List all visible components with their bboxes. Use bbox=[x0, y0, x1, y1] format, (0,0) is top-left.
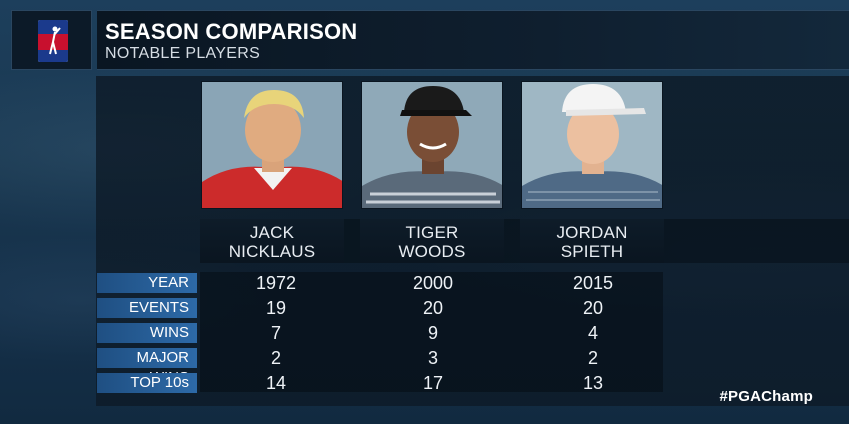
cell-top10s: 14 bbox=[265, 373, 287, 393]
player-photo-spieth bbox=[521, 81, 663, 209]
portrait-image bbox=[202, 82, 342, 208]
cell-events: 19 bbox=[265, 298, 287, 318]
header: SEASON COMPARISON NOTABLE PLAYERS bbox=[97, 10, 849, 70]
row-label-major-wins: MAJOR WINS bbox=[97, 348, 197, 386]
row-background-events bbox=[200, 296, 663, 320]
cell-major-wins: 3 bbox=[427, 348, 438, 368]
cell-year: 1972 bbox=[255, 273, 297, 293]
logo-box bbox=[11, 10, 92, 70]
hashtag: #PGAChamp bbox=[719, 388, 813, 405]
cell-top10s: 13 bbox=[582, 373, 604, 393]
pga-tour-logo bbox=[38, 20, 68, 62]
player-first-name: JORDAN bbox=[556, 223, 628, 242]
player-photo-nicklaus bbox=[201, 81, 343, 209]
player-last-name: WOODS bbox=[398, 242, 466, 261]
row-background-top10s bbox=[200, 368, 663, 392]
cell-major-wins: 2 bbox=[587, 348, 598, 368]
cell-year: 2015 bbox=[572, 273, 614, 293]
row-background-major-wins bbox=[200, 344, 663, 368]
player-first-name: JACK bbox=[249, 223, 295, 242]
cell-events: 20 bbox=[582, 298, 604, 318]
cell-major-wins: 2 bbox=[270, 348, 281, 368]
cell-wins: 7 bbox=[270, 323, 281, 343]
player-last-name: SPIETH bbox=[560, 242, 624, 261]
player-name-spieth: JORDAN SPIETH bbox=[520, 219, 664, 263]
player-name-nicklaus: JACK NICKLAUS bbox=[200, 219, 344, 263]
player-name-woods: TIGER WOODS bbox=[360, 219, 504, 263]
cell-year: 2000 bbox=[412, 273, 454, 293]
page-subtitle: NOTABLE PLAYERS bbox=[105, 45, 261, 62]
row-label-year: YEAR bbox=[97, 273, 197, 293]
player-last-name: NICKLAUS bbox=[228, 242, 316, 261]
row-label-top10s: TOP 10s bbox=[97, 373, 197, 393]
golfer-icon bbox=[49, 26, 61, 55]
portrait-image bbox=[362, 82, 502, 208]
page-title: SEASON COMPARISON bbox=[105, 19, 358, 44]
cell-wins: 9 bbox=[427, 323, 438, 343]
row-label-wins: WINS bbox=[97, 323, 197, 343]
cell-wins: 4 bbox=[587, 323, 598, 343]
row-background-year bbox=[200, 272, 663, 296]
row-label-events: EVENTS bbox=[97, 298, 197, 318]
portrait-image bbox=[522, 82, 662, 208]
player-photo-woods bbox=[361, 81, 503, 209]
cell-top10s: 17 bbox=[422, 373, 444, 393]
row-background-wins bbox=[200, 320, 663, 344]
player-first-name: TIGER bbox=[405, 223, 459, 242]
cell-events: 20 bbox=[422, 298, 444, 318]
